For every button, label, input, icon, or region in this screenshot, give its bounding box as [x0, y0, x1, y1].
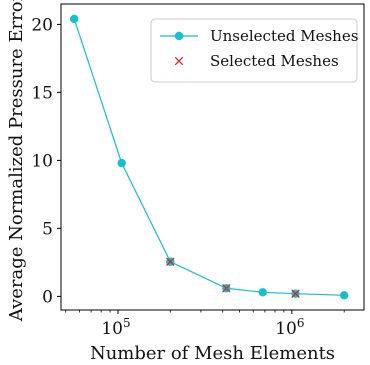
- y-tick-label: 10: [31, 151, 53, 171]
- data-point-x-marker: [222, 283, 231, 293]
- data-point: [258, 288, 267, 297]
- legend: Unselected Meshes Selected Meshes: [150, 18, 358, 83]
- y-tick-label: 20: [31, 15, 53, 35]
- data-point: [117, 158, 126, 168]
- y-axis-label: Average Normalized Pressure Error: [6, 0, 27, 322]
- data-point-x-marker: [291, 289, 300, 298]
- data-point-x-marker: [166, 257, 175, 266]
- y-tick-label: 5: [42, 219, 53, 239]
- plot-area: [70, 14, 349, 300]
- data-point: [339, 291, 349, 300]
- legend-marker: [174, 56, 184, 66]
- x-tick-label: 106: [275, 316, 304, 339]
- legend-label: Unselected Meshes: [210, 27, 358, 45]
- plot-frame: [60, 3, 365, 311]
- axes: 0 5 10 15 20 105 106 Number of Mesh Elements Ave…: [6, 0, 365, 364]
- x-tick-label: 105: [101, 316, 130, 339]
- y-tick-label: 15: [31, 83, 53, 103]
- legend-box: [150, 18, 358, 83]
- data-point: [70, 14, 79, 24]
- legend-label: Selected Meshes: [210, 52, 339, 70]
- x-axis-label: Number of Mesh Elements: [90, 343, 335, 364]
- y-tick-label: 0: [42, 287, 53, 307]
- legend-marker: [174, 31, 184, 41]
